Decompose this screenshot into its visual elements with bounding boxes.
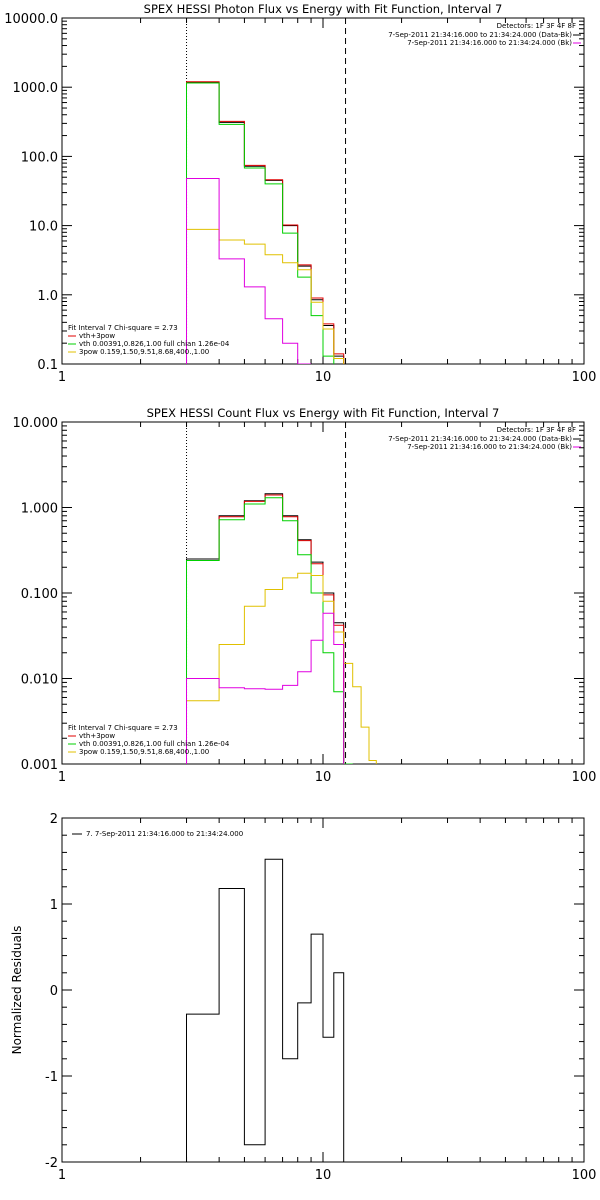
- legend-entry-label: 7-Sep-2011 21:34:16.000 to 21:34:24.000 …: [407, 39, 572, 47]
- x-tick-label: 10: [315, 770, 332, 785]
- y-tick-label: 10000.0: [4, 12, 58, 27]
- y-tick-label: 0.010: [21, 673, 58, 688]
- y-tick-label: 10.000: [13, 416, 59, 431]
- series-group: [186, 81, 345, 364]
- x-ticks: [61, 818, 585, 1162]
- x-tick-label: 100: [572, 1168, 597, 1183]
- y-tick-label: 1.0: [37, 289, 58, 304]
- legend-entry-label: vth+3pow: [79, 332, 115, 340]
- x-tick-label: 1: [58, 1168, 66, 1183]
- legend-entry-label: vth+3pow: [79, 732, 115, 740]
- series-group: [186, 858, 345, 1162]
- x-tick-label: 1: [58, 370, 66, 385]
- series-line: [186, 82, 335, 364]
- y-tick-label: 1000.0: [13, 81, 59, 96]
- x-tick-label: 10: [315, 370, 332, 385]
- legend-header: Fit Interval 7 Chi-square = 2.73: [68, 324, 178, 332]
- y-tick-label: 0.001: [21, 758, 58, 773]
- x-tick-label: 100: [572, 770, 597, 785]
- x-tick-label: 100: [572, 370, 597, 385]
- series-line: [186, 497, 353, 764]
- chart-panel-2: SPEX HESSI Count Flux vs Energy with Fit…: [13, 406, 597, 785]
- y-tick-label: -1: [45, 1070, 58, 1085]
- series-line: [186, 81, 345, 364]
- y-tick-label: 1: [50, 898, 58, 913]
- series-group: [186, 493, 377, 764]
- legend-entry-label: 7-Sep-2011 21:34:16.000 to 21:34:24.000 …: [388, 435, 572, 443]
- y-tick-label: 10.0: [29, 220, 58, 235]
- chart-panel-1: SPEX HESSI Photon Flux vs Energy with Fi…: [4, 2, 596, 385]
- y-tick-label: 1.000: [21, 502, 58, 517]
- y-tick-label: 100.0: [21, 150, 58, 165]
- y-ticks: [62, 17, 584, 365]
- chart-title: SPEX HESSI Count Flux vs Energy with Fit…: [147, 406, 500, 420]
- series-line: [186, 493, 345, 764]
- legend-entry-label: 7-Sep-2011 21:34:16.000 to 21:34:24.000 …: [407, 443, 572, 451]
- chart-title: SPEX HESSI Photon Flux vs Energy with Fi…: [144, 2, 503, 16]
- series-line: [186, 612, 345, 764]
- series-line: [186, 178, 312, 364]
- x-ticks: [61, 18, 585, 364]
- y-tick-label: 2: [50, 812, 58, 827]
- legend-entry-label: vth 0.00391,0.826,1.00 full chian 1.26e-…: [79, 740, 230, 748]
- y-ticks: [62, 421, 584, 765]
- y-tick-label: -2: [45, 1156, 58, 1171]
- legend-entry-label: 7-Sep-2011 21:34:16.000 to 21:34:24.000 …: [388, 31, 572, 39]
- series-line: [186, 858, 345, 1162]
- legend-header: Detectors: 1F 3F 4F 8F: [497, 426, 576, 434]
- y-tick-label: 0: [50, 984, 58, 999]
- legend-entry-label: 3pow 0.159,1.50,9.51,8.68,400.,1.00: [79, 348, 209, 356]
- series-line: [186, 494, 345, 764]
- legend-header: Fit Interval 7 Chi-square = 2.73: [68, 724, 178, 732]
- y-tick-label: 0.1: [37, 358, 58, 373]
- x-tick-label: 1: [58, 770, 66, 785]
- y-ticks: [62, 817, 584, 1163]
- legend-entry-label: 7. 7-Sep-2011 21:34:16.000 to 21:34:24.0…: [86, 830, 243, 838]
- series-line: [186, 572, 377, 764]
- legend-entry-label: 3pow 0.159,1.50,9.51,8.68,400.,1.00: [79, 748, 209, 756]
- chart-panel-3: 1 10 100 -2 -1 0 1 2 Normalized Residuals 7. 7-Se…: [10, 812, 596, 1183]
- legend-header: Detectors: 1F 3F 4F 8F: [497, 22, 576, 30]
- y-axis-label: Normalized Residuals: [10, 926, 24, 1055]
- series-line: [186, 228, 345, 364]
- y-tick-label: 0.100: [21, 587, 58, 602]
- legend-entry-label: vth 0.00391,0.826,1.00 full chian 1.26e-…: [79, 340, 230, 348]
- x-tick-label: 10: [315, 1168, 332, 1183]
- series-line: [186, 81, 345, 364]
